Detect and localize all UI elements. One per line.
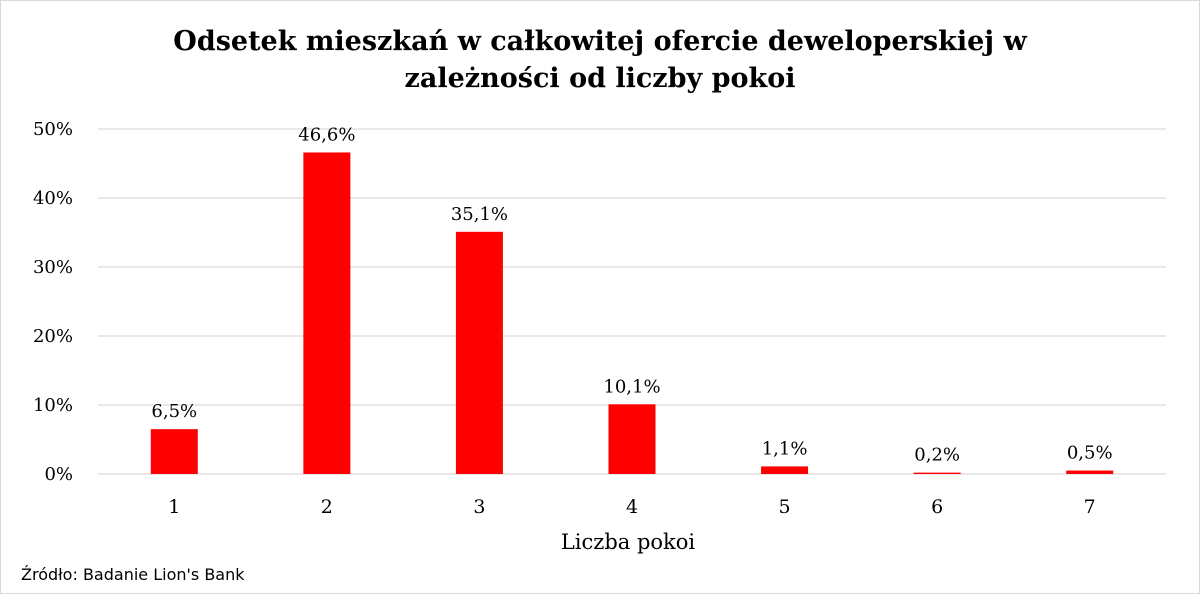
y-tick-label: 30% xyxy=(33,257,73,278)
y-tick-label: 0% xyxy=(44,464,73,485)
chart-title-line-2: zależności od liczby pokoi xyxy=(404,63,796,94)
bar-data-label: 0,2% xyxy=(914,445,960,466)
bar xyxy=(150,429,198,474)
x-tick-label: 3 xyxy=(473,496,485,518)
x-tick-label: 5 xyxy=(779,496,791,518)
source-note: Źródło: Badanie Lion's Bank xyxy=(21,565,245,584)
bar-data-label: 46,6% xyxy=(298,124,355,145)
chart-title-line-1: Odsetek mieszkań w całkowitej ofercie de… xyxy=(173,26,1027,57)
bar-chart: 0% 10% 20% 30% 40% 50% 6,5% 46,6% 35,1% 10,1% 1,1… xyxy=(33,119,1166,554)
x-tick-label: 1 xyxy=(168,496,180,518)
data-labels: 6,5% 46,6% 35,1% 10,1% 1,1% 0,2% 0,5% xyxy=(151,124,1112,465)
bar xyxy=(913,472,961,474)
bar xyxy=(608,404,656,474)
bar-data-label: 10,1% xyxy=(603,376,660,397)
x-tick-label: 6 xyxy=(931,496,943,518)
x-tick-label: 4 xyxy=(626,496,638,518)
bar xyxy=(303,152,351,474)
x-axis-ticks: 1 2 3 4 5 6 7 xyxy=(168,496,1096,518)
x-tick-label: 7 xyxy=(1084,496,1096,518)
y-tick-label: 50% xyxy=(33,119,73,140)
y-tick-label: 10% xyxy=(33,395,73,416)
x-tick-label: 2 xyxy=(321,496,333,518)
x-axis-title: Liczba pokoi xyxy=(561,530,696,554)
y-axis-ticks: 0% 10% 20% 30% 40% 50% xyxy=(33,119,73,485)
chart-title: Odsetek mieszkań w całkowitej ofercie de… xyxy=(1,23,1199,97)
bars xyxy=(150,152,1114,474)
y-tick-label: 20% xyxy=(33,326,73,347)
y-tick-label: 40% xyxy=(33,188,73,209)
bar xyxy=(455,231,503,474)
bar xyxy=(761,466,809,474)
bar xyxy=(1066,470,1114,474)
bar-data-label: 6,5% xyxy=(151,401,197,422)
bar-data-label: 1,1% xyxy=(762,438,808,459)
bar-data-label: 0,5% xyxy=(1067,443,1113,464)
bar-data-label: 35,1% xyxy=(451,204,508,225)
